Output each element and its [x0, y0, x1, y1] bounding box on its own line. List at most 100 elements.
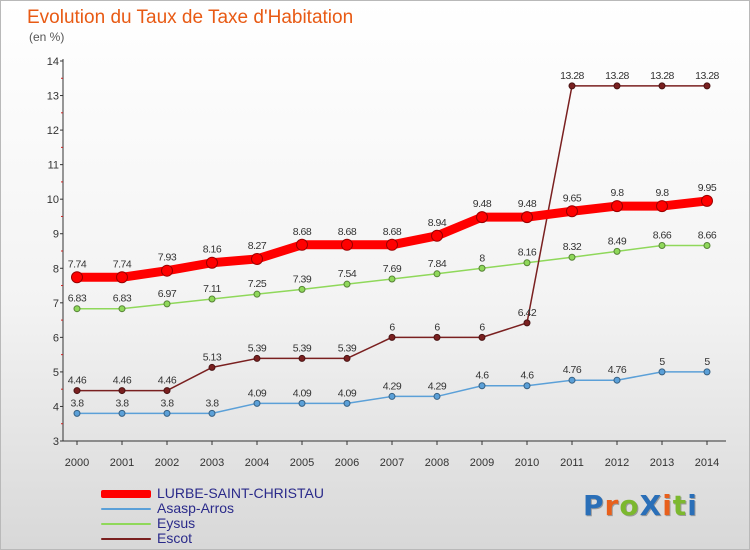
data-label: 8.32: [563, 241, 582, 253]
data-point: [388, 392, 396, 400]
data-label: 4.76: [608, 364, 627, 376]
data-label: 3.8: [115, 397, 129, 409]
data-label: 5.39: [248, 342, 267, 354]
logo-letter: X: [639, 489, 663, 522]
chart-subtitle: (en %): [29, 30, 65, 44]
x-tick-label: 2010: [515, 457, 539, 469]
logo-letter: P: [583, 489, 605, 522]
data-point: [343, 399, 351, 407]
x-tick-label: 2014: [695, 457, 719, 469]
data-point: [478, 382, 486, 390]
data-label: 7.39: [293, 273, 312, 285]
x-tick-label: 2004: [245, 457, 269, 469]
data-point: [613, 82, 621, 90]
data-label: 9.95: [698, 182, 717, 194]
x-tick-label: 2012: [605, 457, 629, 469]
y-tick-label: 14: [47, 56, 59, 68]
data-point: [613, 247, 621, 255]
legend-item: Asasp-Arros: [101, 500, 361, 516]
y-tick-label: 6: [53, 332, 59, 344]
series-eysus: 6.83 6.83 6.97 7.11 7.25 7.39 7.54 7.69 7.84 8 8.1…: [68, 229, 717, 313]
data-point: [343, 280, 351, 288]
y-tick-label: 7: [53, 298, 59, 310]
data-point: [658, 82, 666, 90]
data-point: [73, 305, 81, 313]
data-point: [208, 409, 216, 417]
data-point: [521, 211, 533, 224]
series-asasp-arros: 3.8 3.8 3.8 3.8 4.09 4.09 4.09 4.29 4.29 4.6 4.6 4.…: [70, 356, 711, 417]
data-label: 13.28: [650, 70, 674, 82]
data-label: 6.97: [158, 288, 177, 300]
x-tick-label: 2005: [290, 457, 314, 469]
y-tick-label: 4: [53, 401, 59, 413]
data-point: [433, 270, 441, 278]
data-label: 8.68: [383, 226, 402, 238]
data-point: [388, 275, 396, 283]
data-point: [118, 409, 126, 417]
data-label: 7.74: [113, 258, 132, 270]
data-label: 9.48: [473, 198, 492, 210]
data-point: [73, 387, 81, 395]
legend-swatch: [101, 523, 151, 525]
data-label: 4.6: [520, 370, 534, 382]
data-point: [478, 264, 486, 272]
data-label: 4.29: [383, 380, 402, 392]
data-label: 9.48: [518, 198, 537, 210]
data-point: [523, 319, 531, 327]
data-label: 7.69: [383, 263, 402, 275]
data-label: 3.8: [160, 397, 174, 409]
data-point: [161, 264, 173, 277]
data-label: 6.42: [518, 307, 537, 319]
data-point: [163, 387, 171, 395]
data-label: 8.27: [248, 240, 267, 252]
data-point: [343, 354, 351, 362]
data-label: 4.09: [338, 387, 357, 399]
data-label: 8.66: [653, 229, 672, 241]
x-tick-label: 2013: [650, 457, 674, 469]
data-label: 4.46: [68, 375, 87, 387]
legend-label: LURBE-SAINT-CHRISTAU: [157, 485, 324, 501]
x-tick-label: 2011: [560, 457, 584, 469]
data-point: [388, 333, 396, 341]
legend-swatch: [101, 490, 151, 498]
data-label: 6: [479, 321, 485, 333]
data-label: 4.46: [113, 375, 132, 387]
logo-letter: o: [619, 489, 640, 522]
data-label: 8.16: [518, 247, 537, 259]
data-label: 7.25: [248, 278, 267, 290]
data-point: [118, 305, 126, 313]
data-point: [703, 241, 711, 249]
data-point: [478, 333, 486, 341]
data-label: 7.74: [68, 258, 87, 270]
data-label: 4.76: [563, 364, 582, 376]
data-point: [658, 368, 666, 376]
data-point: [568, 82, 576, 90]
data-point: [611, 200, 623, 213]
data-point: [433, 333, 441, 341]
data-label: 3.8: [70, 397, 84, 409]
data-label: 4.29: [428, 380, 447, 392]
legend-label: Eysus: [157, 515, 196, 531]
data-point: [523, 259, 531, 267]
data-label: 4.09: [293, 387, 312, 399]
data-point: [566, 205, 578, 218]
data-point: [523, 382, 531, 390]
data-point: [253, 399, 261, 407]
data-point: [341, 238, 353, 251]
data-label: 7.54: [338, 268, 357, 280]
logo-letter: r: [604, 489, 620, 522]
data-label: 7.11: [203, 283, 221, 295]
data-label: 8: [479, 252, 485, 264]
data-point: [208, 363, 216, 371]
legend-item: Eysus: [101, 515, 361, 531]
data-point: [163, 300, 171, 308]
data-label: 9.8: [655, 187, 669, 199]
data-point: [253, 354, 261, 362]
data-label: 3.8: [205, 397, 219, 409]
data-point: [568, 376, 576, 384]
data-point: [613, 376, 621, 384]
x-tick-label: 2000: [65, 457, 89, 469]
x-tick-label: 2007: [380, 457, 404, 469]
